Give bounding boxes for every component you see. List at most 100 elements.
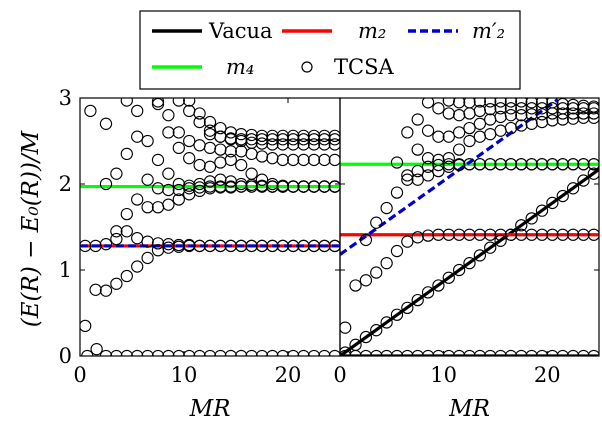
tcsa-point	[411, 143, 424, 156]
tcsa-point	[120, 269, 133, 283]
tcsa-point	[442, 158, 455, 171]
tcsa-point	[349, 338, 362, 351]
tcsa-point	[266, 152, 279, 165]
tcsa-point	[307, 153, 321, 167]
tcsa-point	[432, 130, 445, 143]
tcsa-point	[172, 98, 185, 107]
tcsa-point	[577, 99, 590, 112]
tcsa-point	[266, 239, 279, 253]
tcsa-point	[224, 153, 237, 167]
right-x-tick-label: 0	[333, 363, 346, 387]
tcsa-point	[452, 228, 466, 241]
left-plot-area	[80, 98, 340, 356]
tcsa-point	[494, 124, 507, 137]
tcsa-point	[162, 183, 175, 197]
right-panel: 0 10 20 MR	[333, 97, 600, 422]
tcsa-point	[556, 189, 569, 203]
tcsa-point	[328, 133, 340, 146]
right-axes-frame	[339, 97, 600, 357]
tcsa-point	[535, 204, 549, 217]
tcsa-point	[151, 153, 165, 167]
tcsa-point	[432, 158, 445, 172]
tcsa-point	[307, 180, 321, 193]
tcsa-point	[255, 137, 269, 150]
tcsa-point	[110, 232, 123, 246]
legend-label-vacua: Vacua	[208, 19, 273, 43]
tcsa-point	[172, 193, 185, 206]
tcsa-point	[318, 133, 331, 146]
tcsa-point	[515, 109, 528, 122]
tcsa-point	[421, 98, 435, 109]
tcsa-point	[587, 167, 599, 180]
tcsa-point	[587, 100, 599, 113]
tcsa-point	[193, 107, 206, 120]
tcsa-point	[432, 102, 445, 115]
tcsa-point	[504, 109, 518, 122]
tcsa-point	[525, 102, 538, 115]
tcsa-point	[421, 229, 435, 242]
tcsa-point	[494, 110, 507, 124]
tcsa-point	[297, 138, 310, 151]
tcsa-point	[515, 228, 528, 241]
tcsa-point	[370, 266, 383, 279]
tcsa-point	[566, 107, 580, 120]
left-x-axis-label: MR	[189, 396, 231, 422]
tcsa-point	[546, 102, 559, 115]
tcsa-point	[151, 98, 165, 111]
tcsa-point	[214, 173, 227, 186]
tcsa-point	[566, 112, 580, 125]
tcsa-point	[214, 121, 227, 135]
tcsa-point	[235, 127, 248, 141]
tcsa-point	[484, 228, 497, 241]
tcsa-point	[546, 114, 559, 127]
tcsa-point	[380, 256, 393, 270]
tcsa-point	[473, 228, 487, 241]
tcsa-point	[525, 212, 538, 225]
tcsa-point	[473, 249, 487, 262]
tcsa-point	[141, 173, 154, 186]
tcsa-point	[421, 169, 435, 182]
legend-label-m2-prime: m′₂	[472, 19, 505, 43]
tcsa-point	[287, 133, 300, 146]
tcsa-point	[99, 284, 113, 297]
tcsa-point	[494, 234, 507, 247]
left-y-tick-label: 0	[59, 344, 72, 368]
tcsa-point	[90, 342, 103, 356]
tcsa-point	[224, 239, 237, 253]
tcsa-point	[340, 346, 352, 356]
tcsa-point	[193, 239, 206, 253]
tcsa-point	[463, 228, 476, 241]
tcsa-point	[151, 182, 165, 195]
tcsa-point	[89, 283, 102, 296]
tcsa-point	[235, 145, 248, 158]
tcsa-point	[546, 228, 559, 241]
left-y-tick-label: 2	[59, 172, 72, 196]
tcsa-point	[318, 153, 331, 167]
tcsa-point	[151, 237, 165, 250]
tcsa-point	[452, 263, 466, 277]
tcsa-point	[390, 186, 404, 199]
tcsa-point	[131, 193, 144, 206]
tcsa-point	[131, 130, 144, 143]
tcsa-point	[484, 158, 497, 171]
tcsa-point	[276, 179, 289, 192]
tcsa-point	[401, 173, 414, 186]
tcsa-point	[484, 98, 497, 108]
tcsa-point	[494, 102, 507, 115]
left-panel: 0 10 20 0 1 2 3 MR	[59, 86, 341, 422]
tcsa-point	[577, 174, 590, 187]
tcsa-point	[577, 228, 590, 241]
tcsa-point	[411, 164, 424, 178]
tcsa-point	[442, 130, 455, 143]
right-line-1	[340, 168, 599, 356]
legend-label-tcsa: TCSA	[334, 55, 394, 79]
tcsa-point	[546, 196, 559, 210]
tcsa-point	[452, 143, 466, 156]
tcsa-point	[411, 293, 424, 307]
tcsa-point	[484, 103, 497, 116]
tcsa-point	[318, 239, 331, 253]
tcsa-point	[266, 133, 279, 146]
tcsa-point	[525, 98, 538, 109]
tcsa-point	[442, 271, 455, 284]
